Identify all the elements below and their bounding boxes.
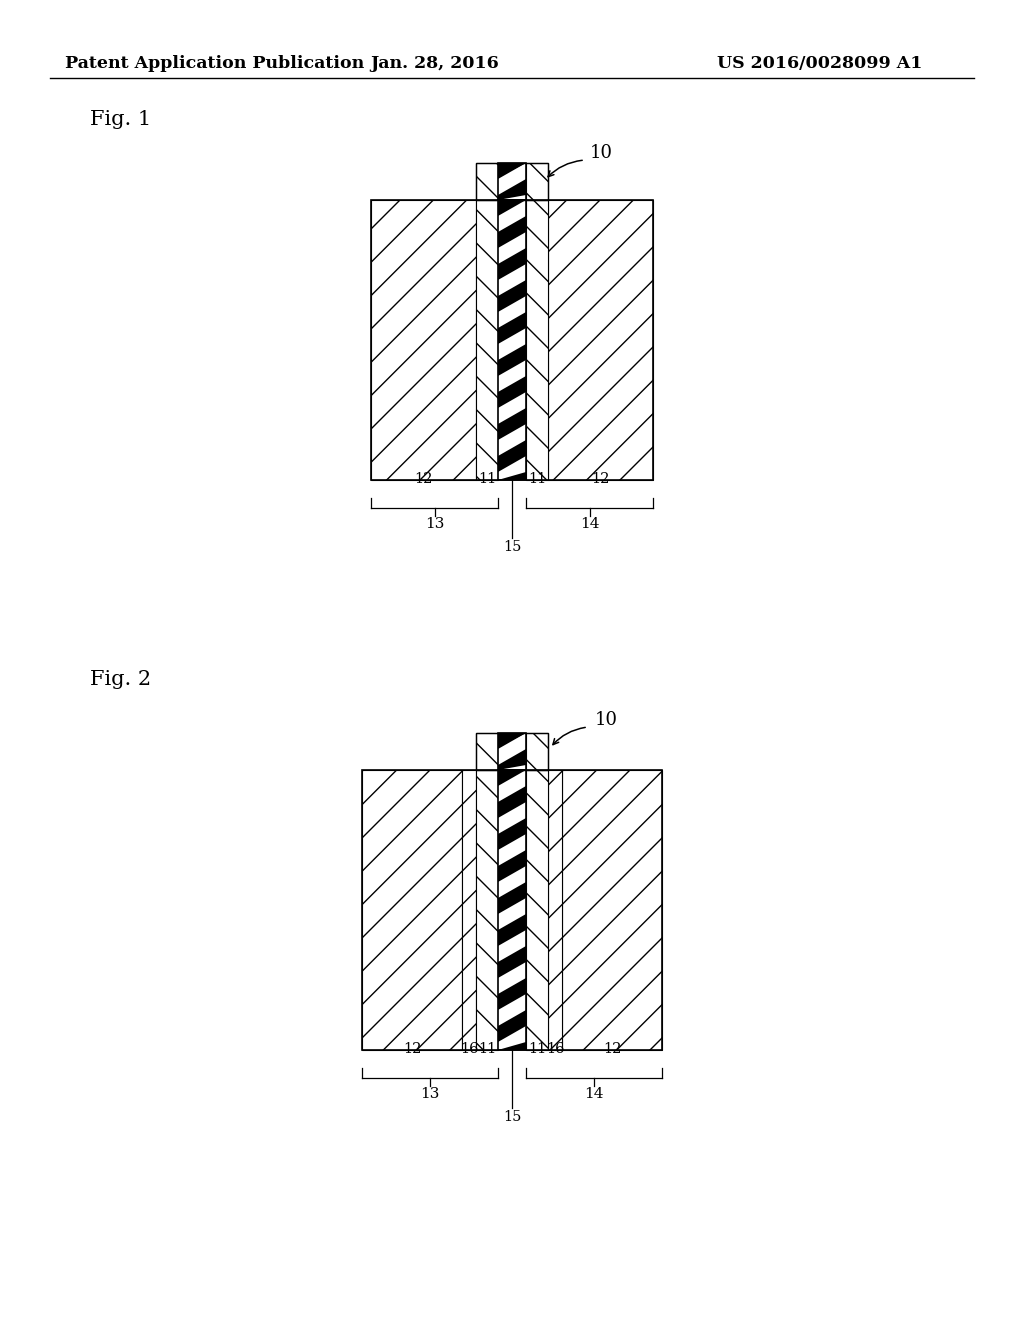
Text: 13: 13 [420, 1086, 439, 1101]
Polygon shape [498, 392, 526, 408]
Bar [498, 162, 526, 201]
Polygon shape [498, 962, 526, 978]
Text: 11: 11 [478, 1041, 496, 1056]
Polygon shape [498, 994, 526, 1010]
Text: 15: 15 [503, 540, 521, 554]
Polygon shape [498, 1041, 526, 1049]
Polygon shape [498, 898, 526, 913]
Polygon shape [498, 733, 526, 747]
Bar [526, 733, 548, 770]
Polygon shape [498, 978, 526, 994]
Text: 14: 14 [585, 1086, 604, 1101]
Polygon shape [498, 834, 526, 850]
Bar [476, 201, 498, 480]
Text: 12: 12 [591, 473, 609, 486]
Text: 11: 11 [528, 1041, 546, 1056]
Bar [498, 733, 526, 770]
Bar [476, 733, 548, 770]
Polygon shape [498, 766, 526, 770]
Polygon shape [498, 440, 526, 455]
Polygon shape [498, 232, 526, 248]
Polygon shape [498, 770, 526, 785]
Bar [498, 201, 526, 480]
Bar [526, 162, 548, 201]
Bar [562, 770, 662, 1049]
Text: 14: 14 [580, 517, 599, 531]
Text: 16: 16 [460, 1041, 478, 1056]
Bar [476, 733, 498, 770]
Text: 12: 12 [402, 1041, 421, 1056]
Polygon shape [498, 850, 526, 866]
Bar [548, 201, 653, 480]
Polygon shape [498, 162, 526, 180]
Polygon shape [498, 312, 526, 327]
Bar [498, 770, 526, 1049]
Polygon shape [498, 327, 526, 345]
Polygon shape [498, 195, 526, 201]
Polygon shape [498, 408, 526, 424]
Text: Jan. 28, 2016: Jan. 28, 2016 [371, 55, 500, 73]
Polygon shape [498, 913, 526, 931]
Text: 10: 10 [595, 711, 618, 729]
Bar [498, 201, 526, 480]
Polygon shape [498, 162, 526, 177]
Polygon shape [498, 376, 526, 392]
Polygon shape [498, 360, 526, 376]
Text: 16: 16 [546, 1041, 564, 1056]
Polygon shape [498, 1026, 526, 1041]
Polygon shape [498, 248, 526, 264]
Polygon shape [498, 733, 526, 748]
Polygon shape [498, 424, 526, 440]
Polygon shape [498, 866, 526, 882]
Polygon shape [498, 1010, 526, 1026]
Bar [526, 770, 548, 1049]
Polygon shape [498, 748, 526, 766]
Bar [526, 201, 548, 480]
Polygon shape [498, 473, 526, 480]
Polygon shape [498, 946, 526, 962]
Bar [371, 201, 476, 480]
Polygon shape [498, 345, 526, 360]
Polygon shape [498, 180, 526, 195]
Bar [476, 770, 498, 1049]
Bar [371, 201, 653, 480]
Text: 15: 15 [503, 1110, 521, 1125]
Polygon shape [498, 216, 526, 232]
Polygon shape [498, 818, 526, 834]
Text: 12: 12 [415, 473, 433, 486]
Bar [362, 770, 662, 1049]
Text: 10: 10 [590, 144, 613, 162]
Polygon shape [498, 455, 526, 473]
Polygon shape [498, 201, 526, 216]
Polygon shape [498, 280, 526, 296]
Polygon shape [498, 264, 526, 280]
Text: 13: 13 [425, 517, 444, 531]
Bar [498, 770, 526, 1049]
Bar [476, 162, 498, 201]
Bar [498, 733, 526, 770]
Text: Patent Application Publication: Patent Application Publication [65, 55, 365, 73]
Polygon shape [498, 803, 526, 818]
Text: 11: 11 [478, 473, 496, 486]
Bar [462, 770, 476, 1049]
Polygon shape [498, 882, 526, 898]
Bar [476, 162, 548, 201]
Polygon shape [498, 296, 526, 312]
Bar [498, 162, 526, 201]
Text: Fig. 2: Fig. 2 [90, 671, 152, 689]
Bar [362, 770, 462, 1049]
Text: Fig. 1: Fig. 1 [90, 110, 152, 129]
Polygon shape [498, 785, 526, 803]
Text: 11: 11 [528, 473, 546, 486]
Text: 12: 12 [603, 1041, 622, 1056]
Polygon shape [498, 931, 526, 946]
Bar [548, 770, 562, 1049]
Text: US 2016/0028099 A1: US 2016/0028099 A1 [718, 55, 923, 73]
